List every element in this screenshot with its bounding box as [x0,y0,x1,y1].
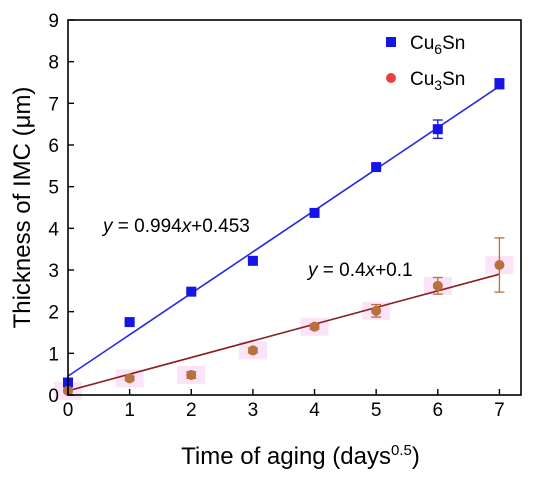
fit-equation: y = 0.994x+0.453 [101,216,250,237]
legend: Cu6Sn Cu3Sn [386,33,465,93]
data-point-circle [124,373,135,384]
error-shading-layer [54,256,514,400]
y-tick-label: 0 [48,386,59,407]
x-tick-label: 2 [186,400,197,421]
fit-line [67,85,500,377]
y-tick-label: 9 [48,11,59,32]
x-tick-label: 6 [433,400,444,421]
x-tick-label: 4 [309,400,320,421]
y-tick-label: 3 [48,261,59,282]
data-point-square [432,124,443,135]
x-axis-title: Time of aging (days0.5) [181,442,420,470]
y-tick-label: 5 [48,178,59,199]
data-point-circle [186,370,197,380]
data-point-square [309,207,320,218]
x-tick-label: 5 [371,400,382,421]
data-points-layer [63,78,505,396]
data-point-circle [309,321,320,332]
axis-ticks-layer: 0 1 2 3 4 5 6 7 0 1 2 3 4 5 6 7 8 9 [48,11,504,421]
data-point-square [247,255,258,266]
data-point-circle [494,260,505,270]
legend-label: Cu6Sn [410,33,465,57]
x-tick-label: 1 [124,400,135,421]
legend-marker-square [386,37,396,47]
data-point-square [186,286,197,297]
data-point-square [124,317,135,328]
fit-equations: y = 0.994x+0.453 y = 0.4x+0.1 [101,216,413,281]
x-tick-label: 0 [63,400,74,421]
y-tick-label: 6 [48,136,59,157]
plot-frame [67,19,522,396]
y-axis-title: Thickness of IMC (μm) [9,87,36,329]
x-tick-label: 3 [248,400,259,421]
x-tick-label: 7 [494,400,505,421]
legend-marker-circle [386,73,396,83]
data-point-circle [432,280,443,291]
legend-label: Cu3Sn [410,69,465,93]
y-tick-label: 4 [48,219,59,240]
data-point-circle [247,345,258,356]
data-point-square [494,78,505,89]
fit-equation: y = 0.4x+0.1 [306,260,413,281]
fit-lines-layer [67,85,500,392]
fit-line [67,273,500,392]
y-tick-label: 8 [48,53,59,74]
y-tick-label: 7 [48,94,59,115]
y-tick-label: 1 [48,344,59,365]
y-tick-label: 2 [48,303,59,324]
data-point-circle [371,305,382,316]
data-point-square [371,162,382,173]
